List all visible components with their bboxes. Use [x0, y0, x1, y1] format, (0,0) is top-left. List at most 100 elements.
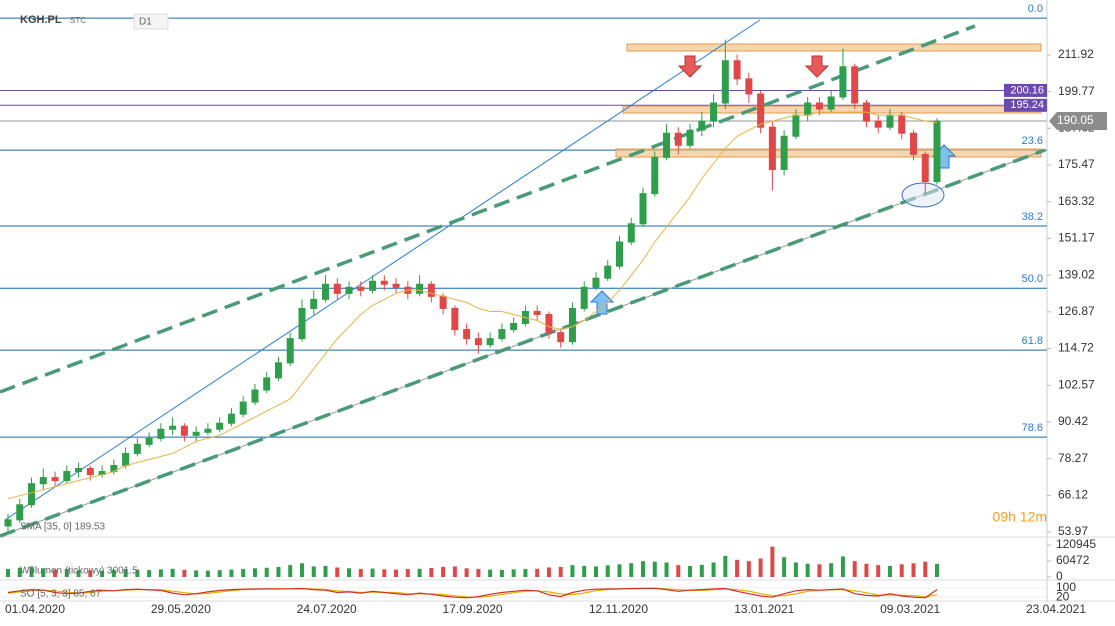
volume-legend: Wolumen (tickowy) 3001.5	[20, 566, 138, 577]
candle-body	[369, 280, 377, 291]
price-marker-label: 195.24	[1010, 99, 1044, 111]
candle-body	[909, 132, 917, 155]
background-layer	[0, 0, 1115, 602]
trend-line	[4, 19, 761, 521]
candle-body	[263, 377, 271, 391]
candle-body	[780, 135, 788, 170]
so-legend: SO [5, 3, 3] 85, 67	[20, 589, 102, 600]
volume-bar	[535, 568, 540, 577]
volume-bar	[217, 570, 222, 577]
candle-body	[663, 132, 671, 158]
candle-body	[169, 425, 177, 430]
volume-bar	[182, 569, 187, 577]
candle-body	[380, 280, 388, 285]
candle-body	[792, 114, 800, 137]
volume-bar	[723, 555, 728, 577]
mode: STC	[70, 16, 86, 25]
x-tick-label: 12.11.2020	[589, 602, 648, 616]
volume-bar	[347, 568, 352, 577]
volume-bar	[582, 565, 587, 577]
volume-bar	[911, 563, 916, 577]
volume-bar	[558, 566, 563, 577]
sma-legend: SMA [35, 0] 189.53	[20, 522, 105, 533]
timer: 09h 12m	[993, 509, 1047, 525]
candle-body	[204, 428, 212, 433]
candle-body	[627, 223, 635, 243]
volume-bar	[441, 566, 446, 577]
candle-body	[768, 126, 776, 170]
volume-bar	[464, 568, 469, 577]
candle-body	[157, 428, 165, 439]
volume-bar	[711, 562, 716, 577]
channel-line	[0, 24, 976, 394]
candle-body	[533, 310, 541, 315]
candle-body	[28, 483, 36, 506]
volume-bar	[358, 569, 363, 577]
symbol: KGH.PL	[20, 14, 62, 26]
x-tick-label: 01.04.2020	[5, 602, 65, 616]
candle-body	[392, 283, 400, 288]
candle-body	[827, 96, 835, 110]
timeframe-select[interactable]	[133, 13, 169, 30]
volume-bar	[782, 557, 787, 577]
candle-body	[357, 286, 365, 291]
candle-body	[39, 477, 47, 485]
candle-body	[51, 477, 59, 482]
candle-body	[674, 132, 682, 146]
volume-bar	[276, 566, 281, 577]
volume-bar	[64, 569, 69, 577]
y-tick-label: 102.57	[1058, 377, 1095, 391]
candle-body	[615, 241, 623, 267]
last-price-label: 190.05	[1057, 113, 1094, 127]
volume-bar	[805, 563, 810, 577]
candle-body	[757, 93, 765, 128]
y-tick-label: 78.27	[1058, 451, 1088, 465]
candle-body	[698, 120, 706, 131]
volume-bar	[194, 570, 199, 577]
candle-body	[239, 401, 247, 415]
volume-bar	[876, 565, 881, 577]
y-tick-label: 114.72	[1058, 341, 1094, 355]
volume-bar	[111, 569, 116, 577]
x-tick-label: 24.07.2020	[297, 602, 357, 616]
volume-tick-label: 0	[1056, 569, 1063, 583]
volume-bar	[147, 570, 152, 577]
volume-bar	[205, 570, 210, 577]
highlight-ellipse	[901, 182, 945, 208]
candle-body	[192, 431, 200, 436]
down-arrow	[804, 55, 830, 78]
volume-bar	[758, 558, 763, 577]
volume-bar	[523, 569, 528, 577]
x-tick-label: 29.05.2020	[151, 602, 211, 616]
candle-body	[815, 102, 823, 110]
volume-bar	[735, 559, 740, 577]
candle-body	[733, 60, 741, 80]
volume-bar	[335, 567, 340, 577]
up-arrow	[589, 290, 615, 315]
volume-bar	[17, 567, 22, 577]
fib-label: 61.8	[1022, 335, 1043, 347]
candle-body	[75, 468, 83, 473]
volume-bar	[488, 569, 493, 577]
volume-bar	[864, 563, 869, 577]
so-tick-label: 100	[1056, 580, 1076, 594]
candle-body	[721, 60, 729, 104]
volume-bar	[770, 546, 775, 577]
candle-body	[745, 78, 753, 95]
candle-body	[898, 114, 906, 134]
volume-bar	[852, 561, 857, 577]
volume-bar	[923, 561, 928, 577]
candle-body	[180, 425, 188, 436]
candle-body	[122, 452, 130, 467]
x-tick-label: 13.01.2021	[734, 602, 794, 616]
candle-body	[286, 338, 294, 364]
candle-body	[63, 471, 71, 482]
last-price-box	[1049, 111, 1107, 130]
volume-bar	[617, 564, 622, 577]
volume-bar	[158, 569, 163, 577]
volume-bar	[476, 569, 481, 577]
volume-bar	[793, 562, 798, 577]
candle-body	[592, 277, 600, 288]
